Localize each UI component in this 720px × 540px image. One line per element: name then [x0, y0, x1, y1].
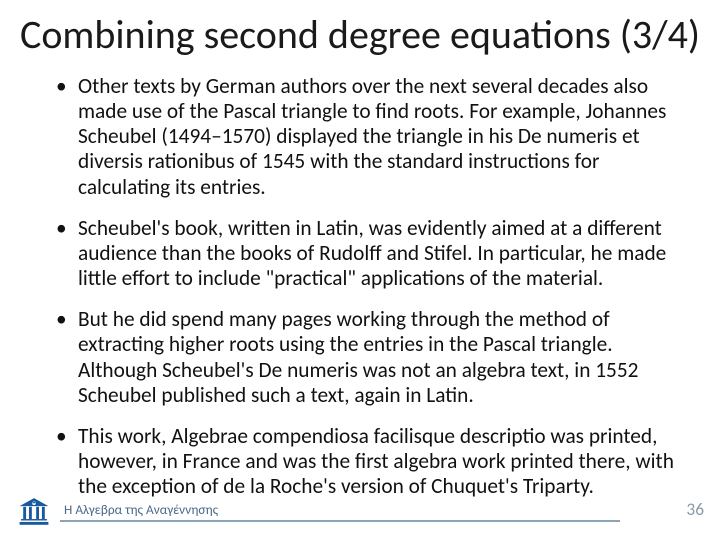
footer-text: Η Άλγεβρα της Αναγέννησης — [64, 501, 218, 518]
bullet-item: Scheubel's book, written in Latin, was e… — [50, 216, 682, 291]
footer-divider — [60, 520, 620, 522]
bullet-item: But he did spend many pages working thro… — [50, 307, 682, 408]
slide-footer: Η Άλγεβρα της Αναγέννησης 36 — [0, 488, 720, 528]
slide: Combining second degree equations (3/4) … — [0, 0, 720, 540]
slide-title: Combining second degree equations (3/4) — [0, 0, 720, 56]
bullet-item: Other texts by German authors over the n… — [50, 74, 682, 200]
bullet-list: Other texts by German authors over the n… — [0, 56, 720, 499]
page-number: 36 — [686, 498, 704, 520]
logo-icon — [16, 496, 52, 532]
